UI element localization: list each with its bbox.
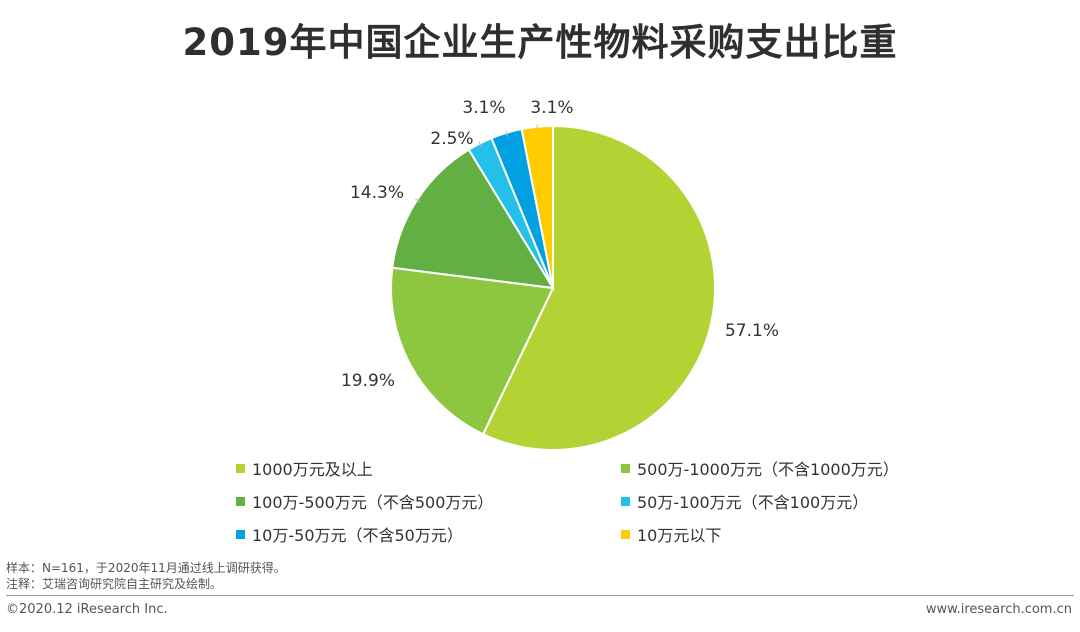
legend-swatch — [236, 529, 245, 539]
leader-line — [505, 130, 508, 137]
legend-swatch — [621, 496, 630, 506]
legend-item: 100万-500万元（不含500万元） — [236, 489, 493, 513]
copyright: ©2020.12 iResearch Inc. — [6, 602, 168, 617]
leader-line — [478, 141, 483, 148]
chart-title: 2019年中国企业生产性物料采购支出比重 — [182, 21, 898, 64]
slice-data-label: 14.3% — [350, 183, 404, 203]
legend-swatch — [236, 463, 245, 473]
footer-divider — [6, 595, 1074, 596]
legend-item: 10万-50万元（不含50万元） — [236, 522, 463, 546]
legend-label: 50万-100万元（不含100万元） — [637, 493, 869, 512]
website-link[interactable]: www.iresearch.com.cn — [925, 602, 1072, 617]
slice-data-label: 3.1% — [530, 98, 573, 118]
leader-line — [536, 124, 539, 131]
legend-swatch — [236, 496, 245, 506]
source-note: 注释：艾瑞咨询研究院自主研究及绘制。 — [6, 577, 223, 591]
legend-label: 10万-50万元（不含50万元） — [252, 526, 463, 545]
slice-data-label: 19.9% — [341, 371, 395, 391]
leader-line — [415, 198, 421, 203]
pie-slice — [481, 124, 716, 451]
slice-data-label: 3.1% — [462, 98, 505, 118]
legend-item: 10万元以下 — [621, 522, 721, 546]
legend-label: 1000万元及以上 — [252, 460, 373, 479]
legend-item: 50万-100万元（不含100万元） — [621, 489, 868, 513]
notes: 样本：N=161，于2020年11月通过线上调研获得。 注释：艾瑞咨询研究院自主… — [6, 560, 286, 592]
legend-item: 1000万元及以上 — [236, 456, 373, 480]
legend-item: 500万-1000万元（不含1000万元） — [621, 456, 899, 480]
legend-label: 500万-1000万元（不含1000万元） — [637, 460, 899, 479]
legend-swatch — [621, 529, 630, 539]
slice-data-label: 57.1% — [725, 321, 779, 341]
legend-label: 100万-500万元（不含500万元） — [252, 493, 494, 512]
slice-data-label: 2.5% — [430, 129, 473, 149]
legend-swatch — [621, 463, 630, 473]
legend-label: 10万元以下 — [637, 526, 722, 545]
sample-note: 样本：N=161，于2020年11月通过线上调研获得。 — [6, 561, 286, 575]
pie-slice — [390, 266, 555, 436]
